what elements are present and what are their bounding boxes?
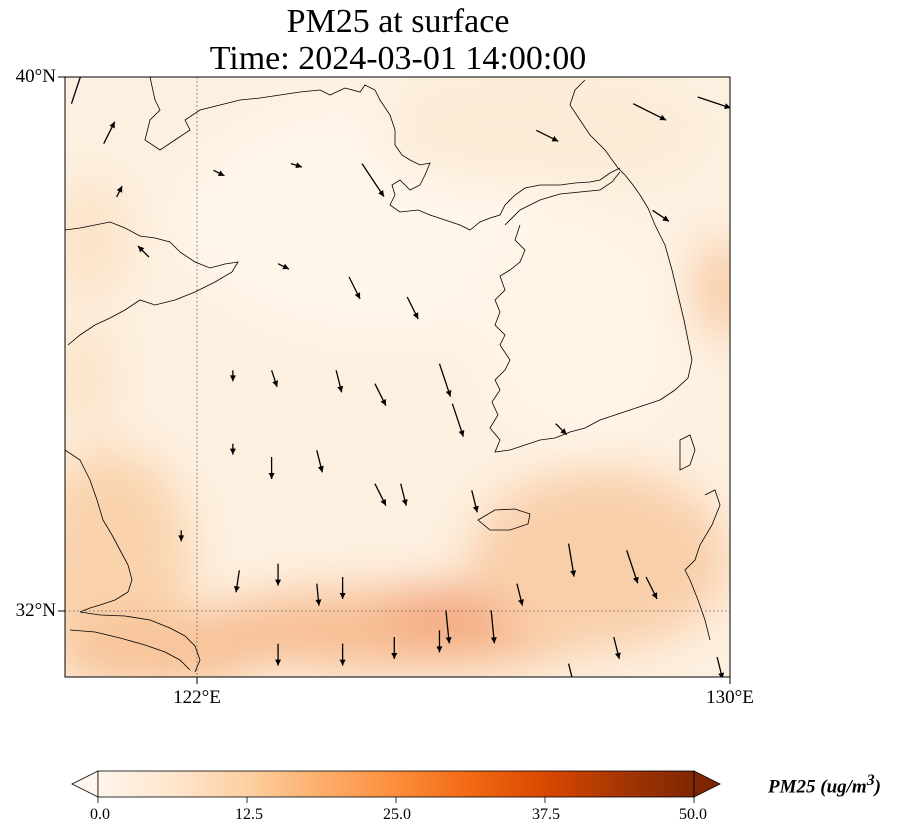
lat-label-32n: 32°N: [15, 600, 56, 621]
coastline-yangtze-south: [69, 629, 191, 671]
wind-arrow: [213, 169, 225, 177]
wind-arrow: [645, 576, 658, 600]
wind-arrow: [103, 121, 116, 144]
lon-label-122e: 122°E: [173, 687, 221, 708]
coastline-korea-south: [509, 399, 661, 451]
colorbar-label-text: PM25 (ug/m: [768, 776, 867, 798]
map-title-line-1: PM25 at surface: [286, 3, 510, 40]
wind-arrow: [490, 610, 497, 644]
colorbar-tick-2: 25.0: [383, 806, 411, 823]
colorbar-extend-max: [693, 770, 721, 798]
colorbar-tick-0: 0.0: [90, 806, 110, 823]
wind-arrow: [516, 583, 524, 606]
coastline-jeju: [477, 508, 531, 531]
wind-arrow: [290, 162, 303, 169]
wind-arrow: [229, 370, 236, 382]
colorbar-body: [97, 770, 695, 798]
wind-arrow: [268, 457, 275, 479]
wind-arrow: [361, 163, 385, 198]
coastline-korea-west: [489, 224, 526, 453]
wind-arrow: [471, 490, 479, 513]
coastline-jiangsu: [65, 449, 133, 613]
wind-arrow: [275, 563, 282, 586]
wind-arrow: [316, 450, 324, 473]
wind-arrow: [445, 610, 452, 644]
colorbar-tick-1: 12.5: [235, 806, 263, 823]
colorbar-extend-min: [71, 770, 99, 798]
wind-arrow: [335, 370, 344, 393]
wind-arrow: [339, 577, 346, 599]
coastline-north-korea-east: [569, 79, 619, 169]
wind-arrow: [374, 483, 387, 506]
lon-label-130e: 130°E: [706, 687, 754, 708]
wind-arrow: [555, 423, 568, 436]
colorbar-tick-3: 37.5: [532, 806, 560, 823]
lat-label-40n: 40°N: [15, 66, 56, 87]
wind-arrow: [613, 636, 621, 660]
wind-arrow: [400, 483, 408, 506]
colorbar-label: PM25 (ug/m3): [768, 772, 881, 798]
wind-arrow: [229, 443, 236, 455]
coastline-dmz: [504, 171, 621, 226]
wind-arrow: [652, 209, 670, 222]
colorbar-label-close: ): [874, 776, 881, 798]
axis-ticks: [58, 76, 731, 684]
pm25-field: [65, 77, 730, 677]
colorbar-label-sup: 3: [866, 772, 875, 789]
wind-arrow: [315, 583, 322, 606]
wind-arrow: [374, 383, 387, 406]
wind-arrow: [275, 643, 282, 666]
wind-arrow: [536, 129, 559, 142]
wind-arrow: [391, 637, 398, 659]
wind-arrow: [697, 96, 730, 109]
wind-arrow: [406, 296, 419, 320]
colorbar-tick-4: 50.0: [679, 806, 707, 823]
pm25-blobs: [65, 77, 730, 677]
wind-arrow: [270, 370, 279, 388]
wind-vectors: [70, 77, 730, 699]
plot-frame: [64, 76, 731, 678]
wind-arrow: [626, 550, 639, 584]
wind-arrow: [348, 276, 361, 300]
wind-arrow: [233, 570, 240, 593]
wind-arrow: [632, 103, 667, 121]
map-title-line-2: Time: 2024-03-01 14:00:00: [209, 40, 587, 77]
wind-arrow: [137, 245, 150, 258]
coastlines: [65, 77, 721, 673]
wind-arrow: [438, 363, 452, 397]
colorbar: [71, 770, 721, 803]
coastline-shandong: [65, 221, 239, 346]
gridlines: [65, 77, 730, 677]
coastline-korea-east: [617, 167, 693, 401]
wind-arrow: [716, 656, 725, 677]
wind-arrow: [277, 263, 290, 270]
wind-arrow: [514, 677, 520, 699]
wind-arrow: [567, 663, 573, 677]
wind-arrow: [178, 530, 185, 542]
wind-arrow: [567, 543, 577, 577]
coastline-tsushima: [679, 434, 696, 471]
coastline-kyushu: [684, 489, 721, 641]
wind-arrow: [339, 643, 346, 666]
wind-arrow: [451, 403, 465, 437]
wind-arrow: [116, 185, 123, 198]
coastline-yangtze-north: [79, 611, 201, 673]
coastline-liaodong: [144, 77, 621, 231]
wind-arrow: [436, 630, 443, 653]
